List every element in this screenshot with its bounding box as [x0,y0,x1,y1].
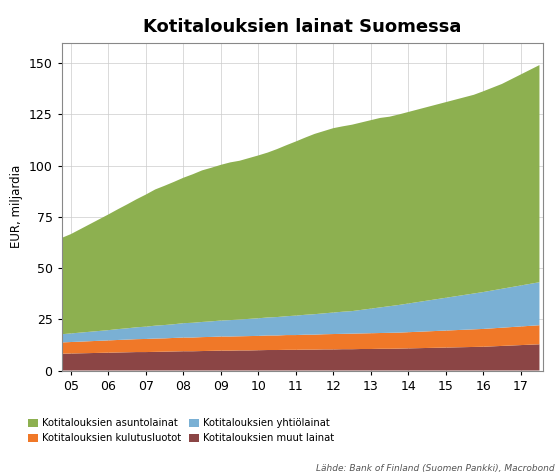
Y-axis label: EUR, miljardia: EUR, miljardia [10,165,23,248]
Text: Lähde: Bank of Finland (Suomen Pankki), Macrobond: Lähde: Bank of Finland (Suomen Pankki), … [316,464,554,473]
Title: Kotitalouksien lainat Suomessa: Kotitalouksien lainat Suomessa [143,18,461,36]
Legend: Kotitalouksien asuntolainat, Kotitalouksien kulutusluotot, Kotitalouksien yhtiöl: Kotitalouksien asuntolainat, Kotitalouks… [28,418,334,443]
